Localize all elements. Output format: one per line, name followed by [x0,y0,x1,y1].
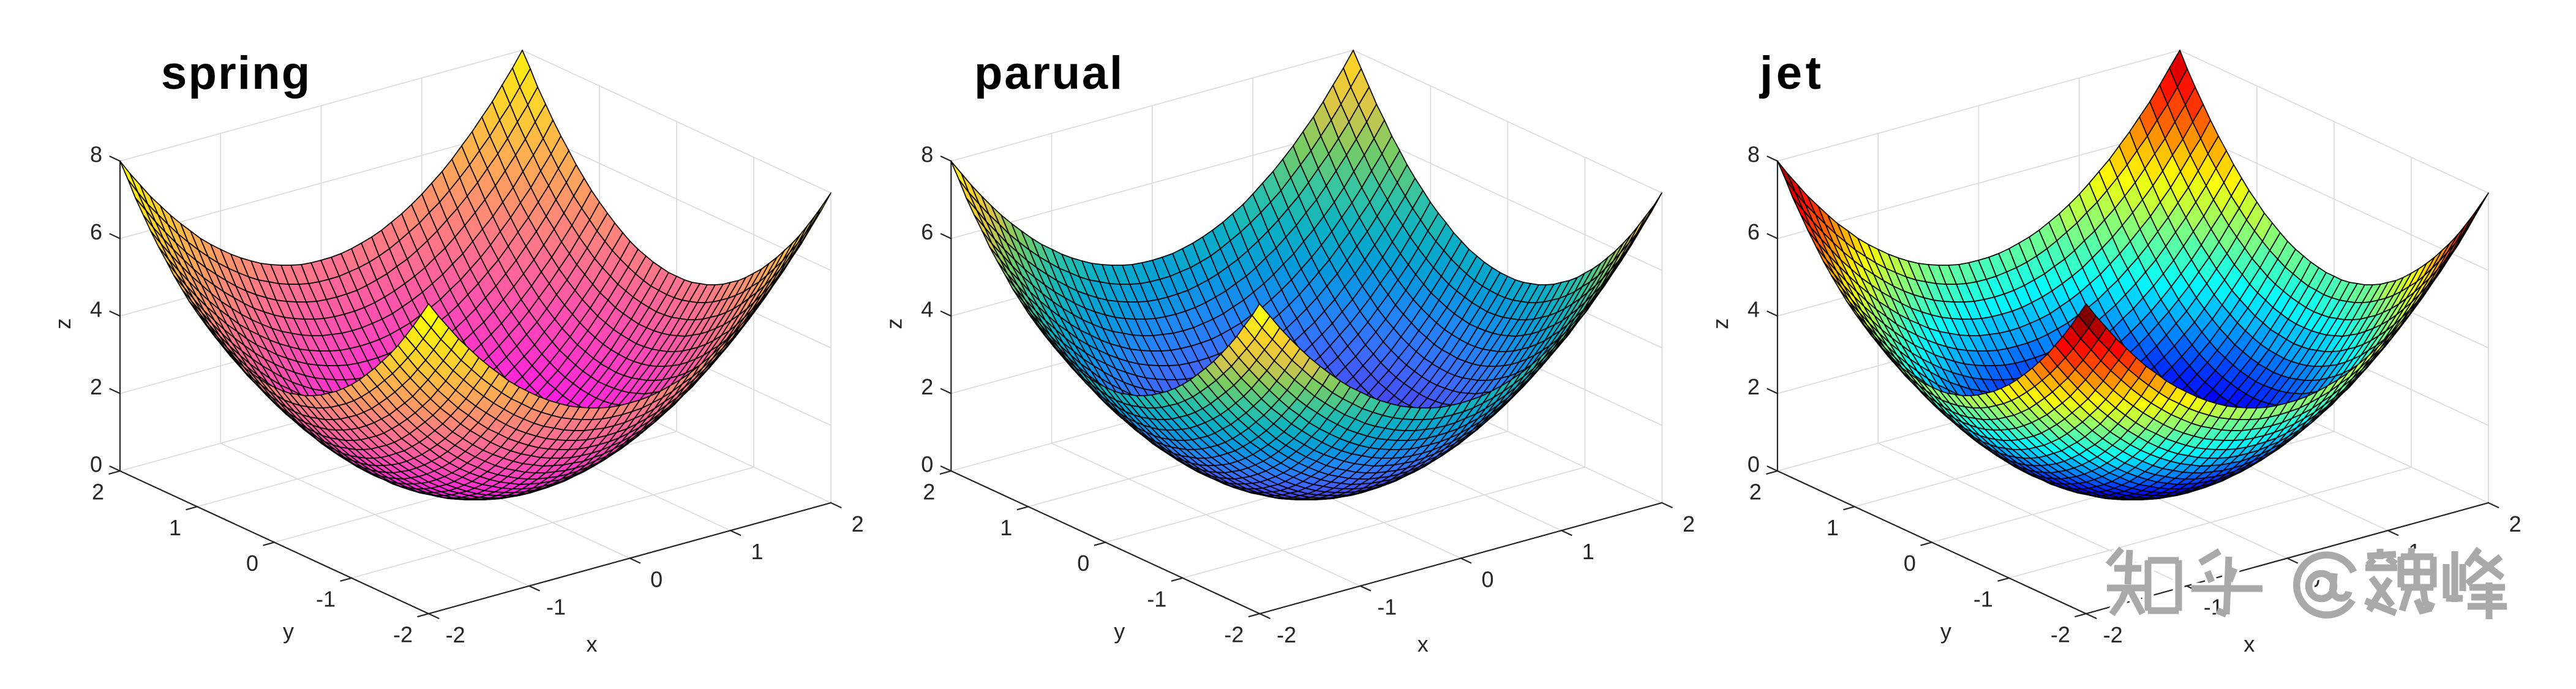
svg-text:-1: -1 [1377,595,1397,620]
svg-text:2: 2 [1683,511,1695,537]
svg-text:4: 4 [921,297,933,322]
svg-text:jet: jet [1759,47,1825,99]
svg-text:2: 2 [1748,374,1760,399]
svg-text:-1: -1 [316,586,336,611]
svg-text:1: 1 [751,539,763,564]
svg-text:0: 0 [1904,551,1916,576]
svg-text:z: z [1708,318,1733,329]
svg-text:spring: spring [161,47,311,99]
svg-text:2: 2 [92,480,104,505]
svg-text:2: 2 [921,374,933,399]
svg-text:2: 2 [1749,480,1762,505]
svg-text:2: 2 [852,511,864,537]
svg-text:-1: -1 [1147,586,1166,611]
svg-text:8: 8 [921,142,933,167]
svg-text:1: 1 [1000,515,1012,540]
svg-text:1: 1 [1827,515,1839,540]
svg-text:2: 2 [90,374,102,399]
svg-text:4: 4 [90,297,102,322]
svg-text:2: 2 [923,480,935,505]
svg-text:-2: -2 [1277,622,1296,647]
svg-text:0: 0 [921,452,933,477]
svg-text:y: y [1940,619,1951,644]
svg-text:y: y [1114,619,1125,644]
svg-text:0: 0 [246,551,258,576]
svg-text:8: 8 [1748,142,1760,167]
svg-text:6: 6 [1748,219,1760,244]
svg-text:1: 1 [169,515,181,540]
svg-text:2: 2 [2509,511,2522,537]
svg-text:x: x [587,631,598,657]
svg-text:0: 0 [1077,551,1089,576]
svg-text:-2: -2 [2051,622,2070,647]
svg-text:-2: -2 [2103,622,2123,647]
svg-text:z: z [881,318,906,329]
svg-text:0: 0 [1748,452,1760,477]
svg-text:x: x [1418,631,1429,657]
svg-text:6: 6 [921,219,933,244]
svg-text:x: x [2244,631,2255,657]
svg-text:0: 0 [90,452,102,477]
svg-text:1: 1 [1582,539,1594,564]
svg-text:z: z [50,318,75,329]
svg-text:-2: -2 [393,622,413,647]
svg-text:-2: -2 [1224,622,1244,647]
svg-text:-1: -1 [546,595,566,620]
svg-text:parual: parual [974,47,1124,99]
svg-text:8: 8 [90,142,102,167]
svg-text:-1: -1 [1973,586,1993,611]
svg-text:y: y [283,619,294,644]
svg-text:6: 6 [90,219,102,244]
svg-text:0: 0 [1481,567,1493,592]
svg-text:-2: -2 [446,622,465,647]
svg-text:4: 4 [1748,297,1760,322]
svg-text:0: 0 [650,567,663,592]
